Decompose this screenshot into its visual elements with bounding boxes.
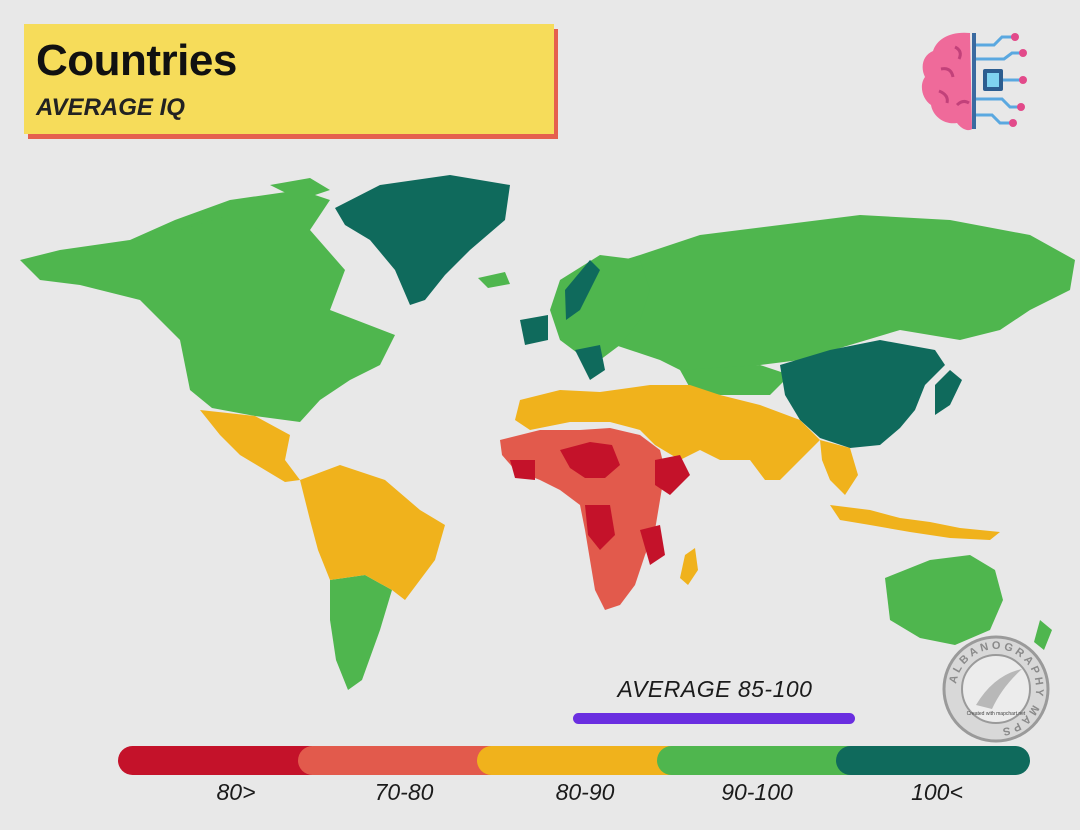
map-region-teal (335, 175, 962, 448)
legend-label-80-less: 80> (216, 779, 256, 805)
legend-bar (118, 746, 1030, 775)
page-subtitle: AVERAGE IQ (36, 94, 185, 121)
legend-label-70-80: 70-80 (374, 779, 434, 805)
legend-swatch-80-90 (477, 746, 671, 775)
title-box: Countries AVERAGE IQ (24, 24, 554, 134)
legend-label-100-more: 100< (911, 779, 963, 805)
legend-swatch-90-100 (656, 746, 851, 775)
legend-label-80-90: 80-90 (555, 779, 615, 805)
brain-chip-icon (921, 32, 1027, 131)
seal-logo-icon: ALBANOGRAPHY MAPS Created with mapchart.… (942, 635, 1050, 743)
svg-text:Created with mapchart.net: Created with mapchart.net (967, 711, 1026, 717)
average-range-bar (573, 713, 855, 724)
map-region-orange (200, 385, 1000, 600)
legend-swatch-70-80 (297, 746, 492, 775)
map-region-red (510, 442, 690, 565)
legend-label-90-100: 90-100 (721, 779, 793, 805)
world-map (20, 175, 1075, 690)
average-label: AVERAGE 85-100 (617, 676, 813, 702)
legend-swatch-100-more (836, 746, 1030, 775)
legend-swatch-80-less (118, 746, 312, 775)
page-title: Countries (36, 36, 237, 85)
map-region-salmon (500, 428, 665, 610)
map-region-green (20, 178, 1075, 690)
